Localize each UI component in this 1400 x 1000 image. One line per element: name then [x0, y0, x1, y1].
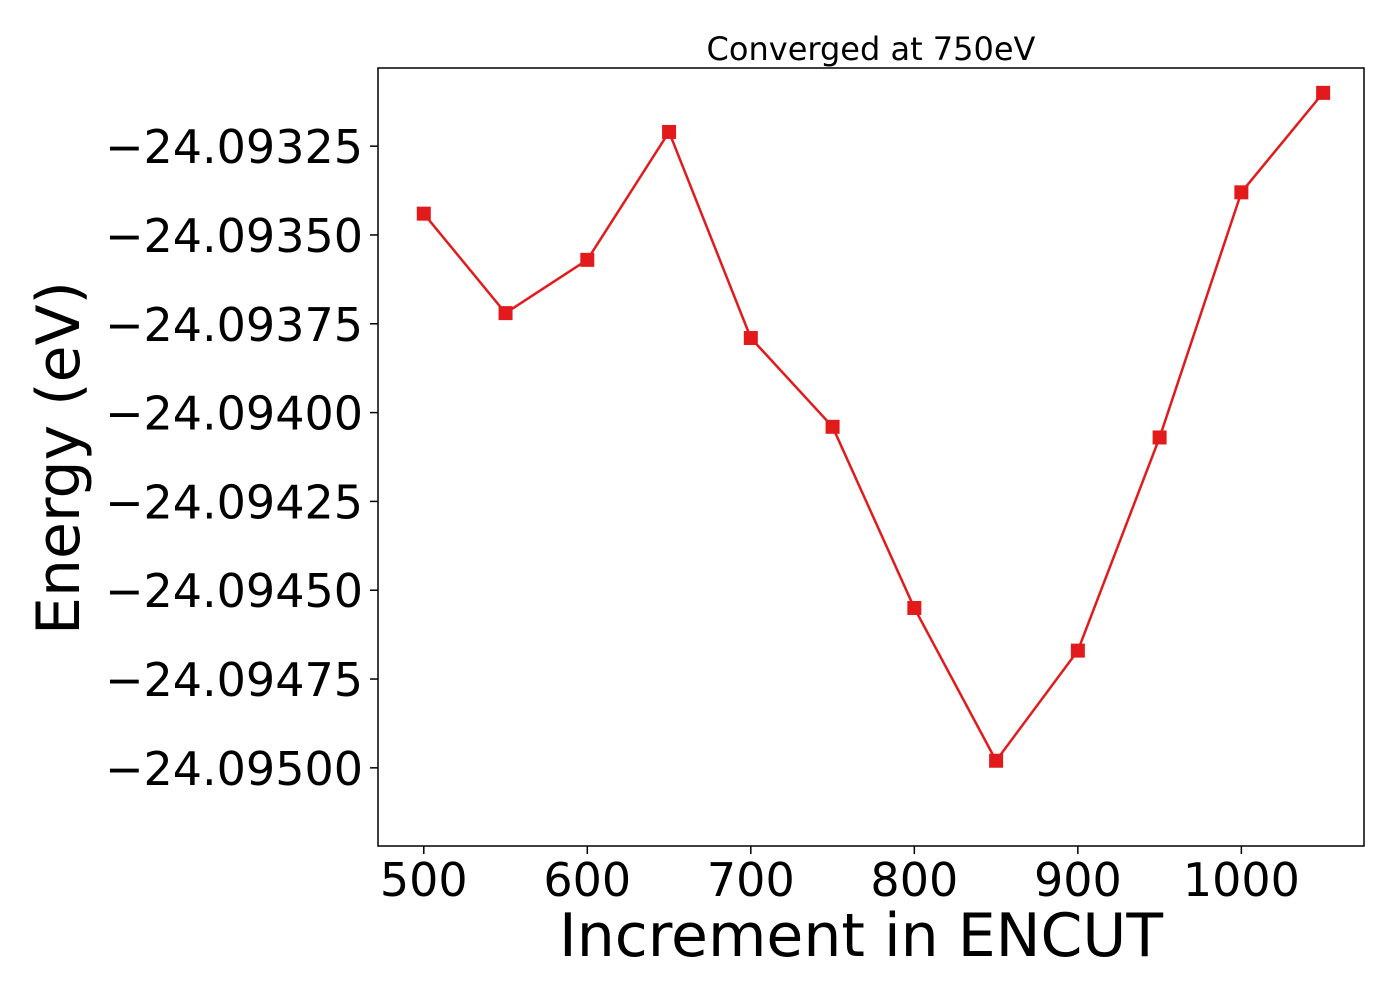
data-point-marker — [498, 306, 513, 321]
y-axis-label: Energy (eV) — [24, 281, 94, 635]
y-axis-ticks: −24.09325 −24.09350 −24.09375 −24.09400 −24.… — [105, 120, 378, 796]
data-point-marker — [1316, 85, 1331, 100]
y-tick-label: −24.09325 — [105, 120, 363, 174]
data-point-marker — [825, 419, 840, 434]
series-layer — [416, 85, 1331, 768]
y-tick-label: −24.09475 — [105, 653, 363, 707]
data-point-marker — [416, 206, 431, 221]
data-point-marker — [662, 124, 677, 139]
x-tick-label: 500 — [380, 853, 468, 907]
data-point-marker — [1152, 430, 1167, 445]
data-point-marker — [989, 753, 1004, 768]
y-tick-label: −24.09375 — [105, 298, 363, 352]
x-axis-ticks: 500 600 700 800 900 1000 — [380, 846, 1300, 907]
plot-area-frame — [377, 67, 1365, 847]
y-tick-label: −24.09450 — [105, 564, 363, 618]
data-point-marker — [1070, 643, 1085, 658]
y-tick-label: −24.09425 — [105, 475, 363, 529]
x-axis-label: Increment in ENCUT — [559, 901, 1163, 971]
series-line — [422, 92, 1325, 762]
data-point-marker — [743, 330, 758, 345]
y-tick-label: −24.09500 — [105, 742, 363, 796]
x-tick-label: 700 — [707, 853, 795, 907]
chart-title: Converged at 750eV — [707, 30, 1036, 68]
x-tick-label: 1000 — [1183, 853, 1300, 907]
y-tick-label: −24.09400 — [105, 387, 363, 441]
data-point-marker — [907, 600, 922, 615]
x-tick-label: 600 — [543, 853, 631, 907]
data-point-marker — [1234, 185, 1249, 200]
y-tick-label: −24.09350 — [105, 209, 363, 263]
x-tick-label: 900 — [1034, 853, 1122, 907]
data-point-marker — [580, 252, 595, 267]
x-tick-label: 800 — [870, 853, 958, 907]
